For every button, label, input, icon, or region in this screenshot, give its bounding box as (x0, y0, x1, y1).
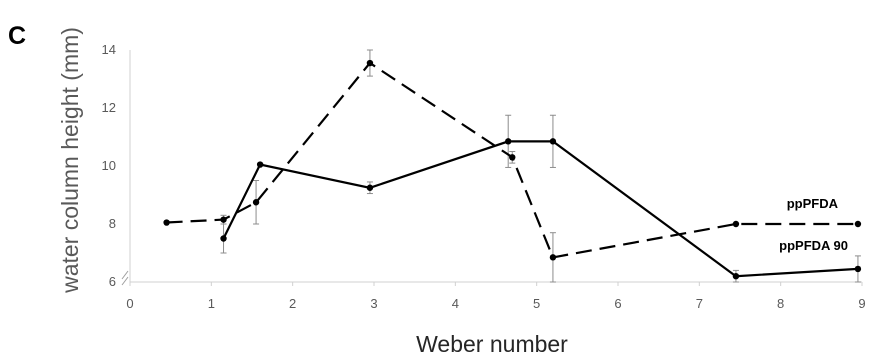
pppfda-point (366, 59, 374, 67)
y-tick-label: 10 (102, 158, 116, 173)
x-tick-label: 8 (777, 296, 784, 311)
pppfda-90-point (854, 265, 862, 273)
pppfda-90-point (256, 161, 264, 168)
x-tick-label: 1 (208, 296, 215, 311)
x-tick-label: 4 (452, 296, 459, 311)
y-tick-label: 6 (109, 274, 116, 289)
y-tick-label: 8 (109, 216, 116, 231)
series-lines (166, 61, 858, 278)
y-axis-label: water column height (mm) (57, 27, 83, 294)
series-points (163, 59, 862, 280)
x-axis-label: Weber number (416, 331, 568, 357)
pppfda-90-point (549, 138, 557, 145)
pppfda-point (220, 216, 227, 223)
x-tick-label: 3 (370, 296, 377, 311)
pppfda-line (166, 61, 858, 259)
x-tick-label: 2 (289, 296, 296, 311)
pppfda-point (732, 220, 740, 228)
x-tick-label: 7 (696, 296, 703, 311)
y-tick-label: 14 (102, 42, 116, 57)
pppfda-90-point (732, 273, 740, 280)
series-label-ppPFDA: ppPFDA (787, 196, 839, 211)
axis-break-mark (121, 270, 129, 286)
pppfda-point (549, 254, 557, 261)
pppfda-90-point (220, 235, 227, 242)
pppfda-90-point (505, 138, 512, 145)
panel-letter: C (8, 22, 26, 50)
pppfda-point (509, 154, 516, 161)
series-labels: ppPFDA ppPFDA 90 (779, 196, 848, 253)
error-bars (220, 49, 861, 283)
series-label-ppPFDA-90: ppPFDA 90 (779, 238, 848, 253)
pppfda-90-line (222, 140, 858, 278)
x-tick-label: 6 (614, 296, 621, 311)
pppfda-point (163, 219, 170, 226)
x-tick-label: 5 (533, 296, 540, 311)
x-tick-label: 0 (126, 296, 133, 311)
pppfda-point (854, 220, 862, 228)
pppfda-90-point (366, 184, 374, 191)
pppfda-point (252, 199, 260, 206)
y-tick-label: 12 (102, 100, 116, 115)
x-tick-label: 9 (858, 296, 865, 311)
